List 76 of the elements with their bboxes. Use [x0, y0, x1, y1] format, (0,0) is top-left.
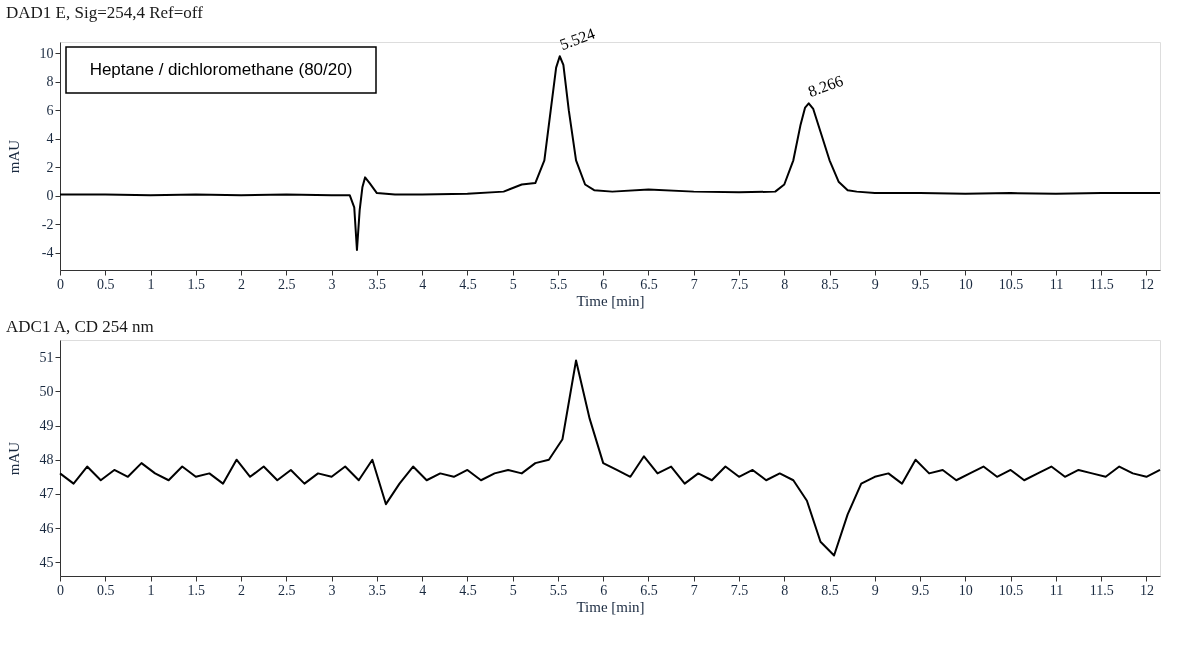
y-tick-label: 49 — [39, 418, 54, 434]
x-tick-label: 10 — [958, 276, 973, 292]
y-tick-label: 0 — [46, 188, 54, 204]
y-tick-label: 4 — [46, 131, 54, 147]
x-tick-label: 3.5 — [368, 582, 387, 598]
x-tick-label: 9.5 — [911, 582, 930, 598]
x-tick-label: 1 — [147, 276, 155, 292]
x-tick-label: 6.5 — [640, 582, 658, 598]
line-series — [59, 55, 1161, 252]
x-tick-label: 7 — [690, 582, 698, 598]
y-tick-label: 47 — [39, 486, 54, 502]
x-tick-label: 0.5 — [97, 276, 115, 292]
y-tick-label: 51 — [39, 349, 54, 365]
y-tick-label: 2 — [46, 159, 54, 175]
x-tick-label: 7.5 — [730, 582, 749, 598]
y-tick-label: -4 — [41, 245, 54, 261]
x-tick-label: 11 — [1049, 276, 1064, 292]
y-axis-title: mAU — [5, 441, 22, 476]
y-tick-label: 8 — [46, 74, 54, 90]
x-tick-label: 9 — [871, 276, 879, 292]
x-tick-label: 3 — [328, 276, 336, 292]
y-tick-label: 10 — [39, 45, 54, 61]
x-tick-label: 5 — [509, 582, 517, 598]
x-tick-label: 11.5 — [1089, 582, 1114, 598]
x-tick-label: 10 — [958, 582, 973, 598]
y-tick-label: 50 — [39, 383, 54, 399]
x-tick-label: 12 — [1139, 276, 1154, 292]
x-tick-label: 9.5 — [911, 276, 930, 292]
x-tick-label: 10.5 — [998, 582, 1024, 598]
x-tick-label: 3.5 — [368, 276, 387, 292]
x-tick-label: 4.5 — [459, 276, 477, 292]
y-tick-label: 6 — [46, 102, 54, 118]
x-tick-label: 1.5 — [187, 276, 206, 292]
annotation: 5.524 — [557, 24, 598, 53]
x-tick-label: 12 — [1139, 582, 1154, 598]
x-tick-label: 2.5 — [278, 276, 296, 292]
x-tick-label: 4.5 — [459, 582, 477, 598]
x-tick-label: 11.5 — [1089, 276, 1114, 292]
y-tick-label: -2 — [41, 216, 54, 232]
x-tick-label: 8 — [781, 276, 789, 292]
x-tick-label: 11 — [1049, 582, 1064, 598]
x-tick-label: 6 — [600, 276, 608, 292]
y-tick-label: 48 — [39, 452, 54, 468]
x-tick-label: 5.5 — [549, 276, 568, 292]
x-tick-label: 1.5 — [187, 582, 206, 598]
x-tick-label: 4 — [419, 582, 427, 598]
x-tick-label: 6.5 — [640, 276, 658, 292]
x-tick-label: 2 — [238, 582, 246, 598]
x-tick-label: 0.5 — [97, 582, 115, 598]
chart-title: DAD1 E, Sig=254,4 Ref=off — [6, 2, 204, 22]
annotation: Heptane / dichloromethane (80/20) — [89, 60, 353, 79]
x-tick-label: 5 — [509, 276, 517, 292]
x-tick-label: 6 — [600, 582, 608, 598]
x-tick-label: 8.5 — [821, 582, 839, 598]
x-tick-label: 4 — [419, 276, 427, 292]
y-tick-label: 46 — [39, 520, 54, 536]
y-tick-label: 45 — [39, 554, 54, 570]
x-tick-label: 8 — [781, 582, 789, 598]
x-tick-label: 0 — [57, 582, 64, 598]
y-axis-title: mAU — [5, 139, 22, 174]
x-tick-label: 8.5 — [821, 276, 839, 292]
x-tick-label: 2.5 — [278, 582, 296, 598]
x-axis-title: Time [min] — [576, 292, 645, 309]
x-tick-label: 5.5 — [549, 582, 568, 598]
line-series — [59, 359, 1161, 557]
x-tick-label: 10.5 — [998, 276, 1024, 292]
x-tick-label: 1 — [147, 582, 155, 598]
x-tick-label: 7 — [690, 276, 698, 292]
x-tick-label: 3 — [328, 582, 336, 598]
x-axis-title: Time [min] — [576, 598, 645, 615]
x-tick-label: 2 — [238, 276, 246, 292]
x-tick-label: 9 — [871, 582, 879, 598]
annotation: 8.266 — [805, 71, 846, 101]
x-tick-label: 7.5 — [730, 276, 749, 292]
x-tick-label: 0 — [57, 276, 64, 292]
chart-title: ADC1 A, CD 254 nm — [6, 317, 154, 336]
